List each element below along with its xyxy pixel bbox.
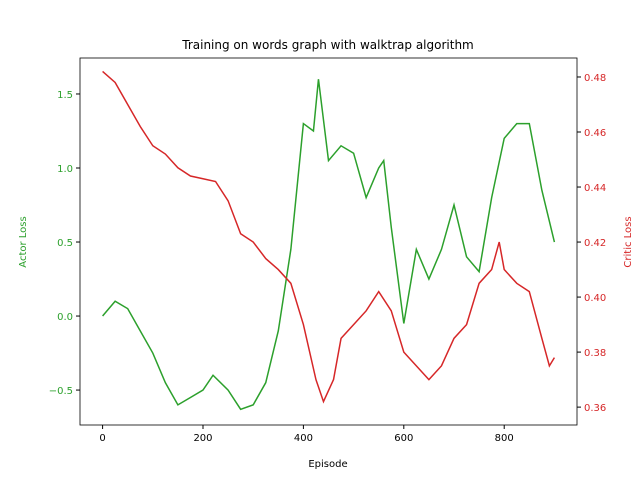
chart-title: Training on words graph with walktrap al… bbox=[181, 38, 474, 52]
y2-tick-label: 0.40 bbox=[584, 293, 606, 304]
y2-tick-label: 0.42 bbox=[584, 238, 606, 249]
x-tick-label: 800 bbox=[495, 433, 514, 444]
y2-tick-label: 0.36 bbox=[584, 403, 606, 414]
y-tick-label: 0.5 bbox=[57, 238, 73, 249]
x-tick-label: 600 bbox=[394, 433, 413, 444]
y-tick-label: 0.0 bbox=[57, 312, 73, 323]
y-tick-label: 1.0 bbox=[57, 164, 73, 175]
x-axis-label: Episode bbox=[308, 459, 347, 470]
y-tick-label: −0.5 bbox=[49, 386, 73, 397]
series-line bbox=[102, 70, 556, 404]
plot-frame bbox=[79, 57, 578, 426]
y2-tick-label: 0.46 bbox=[584, 128, 606, 139]
y2-tick-label: 0.48 bbox=[584, 73, 606, 84]
y2-tick-label: 0.38 bbox=[584, 348, 606, 359]
y2-axis-label: Critic Loss bbox=[623, 216, 634, 267]
series-line bbox=[102, 79, 556, 411]
y2-tick-label: 0.44 bbox=[584, 183, 606, 194]
y-axis-label: Actor Loss bbox=[18, 216, 29, 267]
x-tick-label: 200 bbox=[193, 433, 212, 444]
x-tick-label: 400 bbox=[294, 433, 313, 444]
y-tick-label: 1.5 bbox=[57, 90, 73, 101]
x-tick-label: 0 bbox=[99, 433, 105, 444]
